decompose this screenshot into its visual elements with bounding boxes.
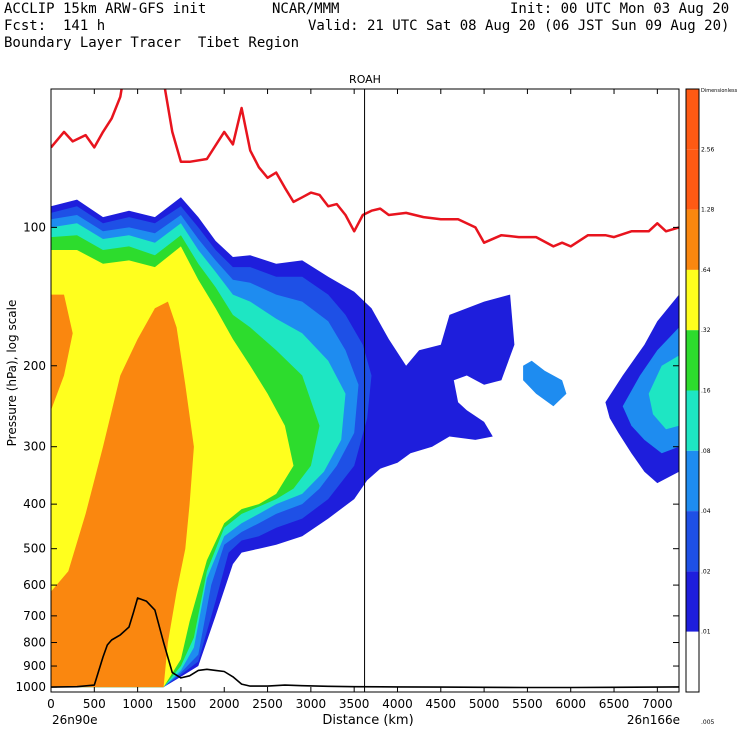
run-title: ACCLIP 15km ARW-GFS init	[4, 1, 207, 17]
colorbar-label: 2.56	[701, 146, 715, 153]
tracer-region-p04	[523, 360, 567, 407]
x-tick-label: 3500	[339, 697, 370, 711]
x-tick-label: 0	[47, 697, 55, 711]
tropopause-line	[51, 89, 679, 248]
colorbar-label: .32	[701, 327, 711, 334]
org-label: NCAR/MMM	[272, 1, 340, 17]
y-tick-label: 700	[23, 609, 46, 623]
colorbar: Dimensionless 2.56 1.28 .64 .32 .16 .08 .04 .02.…	[685, 88, 738, 726]
x-tick-label: 7000	[642, 697, 673, 711]
colorbar-label: .01	[701, 629, 711, 636]
x-tick-label: 500	[83, 697, 106, 711]
forecast-hour: Fcst: 141 h	[4, 18, 106, 34]
x-tick-label: 6000	[555, 697, 586, 711]
x-tick-label: 6500	[599, 697, 630, 711]
chart-title: ROAH	[349, 73, 381, 86]
tracer-region-p08	[648, 355, 679, 430]
tracer-region-p64	[51, 294, 194, 688]
y-tick-label: 100	[23, 220, 46, 234]
x-tick-label: 1500	[166, 697, 197, 711]
terrain-line	[51, 597, 679, 689]
init-time: Init: 00 UTC Mon 03 Aug 20	[510, 1, 730, 17]
colorbar-swatch	[686, 450, 699, 512]
y-tick-label: 1000	[15, 680, 46, 694]
y-axis-label: Pressure (hPa), log scale	[5, 300, 19, 447]
colorbar-swatch	[686, 571, 699, 632]
colorbar-frame	[685, 88, 700, 693]
left-endpoint: 26n90e	[52, 713, 98, 727]
x-tick-label: 4000	[382, 697, 413, 711]
x-tick-label: 2000	[209, 697, 240, 711]
x-tick-label: 2500	[252, 697, 283, 711]
colorbar-swatch	[686, 89, 699, 150]
colorbar-label: .08	[701, 448, 711, 455]
x-tick-label: 5000	[469, 697, 500, 711]
colorbar-label: .04	[701, 508, 711, 515]
colorbar-label: .16	[701, 388, 711, 395]
y-tick-label: 600	[23, 578, 46, 592]
colorbar-label: Dimensionless	[701, 88, 738, 94]
valid-time: Valid: 21 UTC Sat 08 Aug 20 (06 JST Sun …	[308, 18, 730, 34]
right-endpoint: 26n166e	[627, 713, 680, 727]
y-tick-label: 200	[23, 359, 46, 373]
x-tick-label: 1000	[122, 697, 153, 711]
colorbar-swatch	[686, 330, 699, 391]
x-tick-label: 5500	[512, 697, 543, 711]
y-tick-label: 400	[23, 497, 46, 511]
x-tick-label: 4500	[426, 697, 457, 711]
colorbar-label: .64	[701, 267, 711, 274]
tracer-contours	[51, 197, 679, 688]
colorbar-label: 1.28	[701, 207, 715, 214]
y-tick-label: 300	[23, 440, 46, 454]
x-axis-label: Distance (km)	[322, 713, 413, 728]
x-tick-label: 3000	[296, 697, 327, 711]
colorbar-swatch	[686, 209, 699, 270]
profile-lines	[51, 89, 679, 689]
colorbar-swatch	[686, 390, 699, 451]
colorbar-swatch	[686, 149, 699, 210]
colorbar-swatch	[686, 269, 699, 331]
colorbar-label: .02	[701, 568, 711, 575]
colorbar-swatch	[686, 631, 699, 692]
x-axis: 0 500 1000 1500 2000 2500 3000 3500 4000 4500 5000…	[47, 89, 673, 711]
y-axis: 100 200 300 400 500 600 700 800 900 1000	[15, 220, 679, 694]
colorbar-label: .005	[701, 719, 715, 726]
chart-subtitle: Boundary Layer Tracer Tibet Region	[4, 35, 300, 51]
y-tick-label: 500	[23, 542, 46, 556]
colorbar-swatch	[686, 511, 699, 572]
y-tick-label: 900	[23, 659, 46, 673]
y-tick-label: 800	[23, 636, 46, 650]
